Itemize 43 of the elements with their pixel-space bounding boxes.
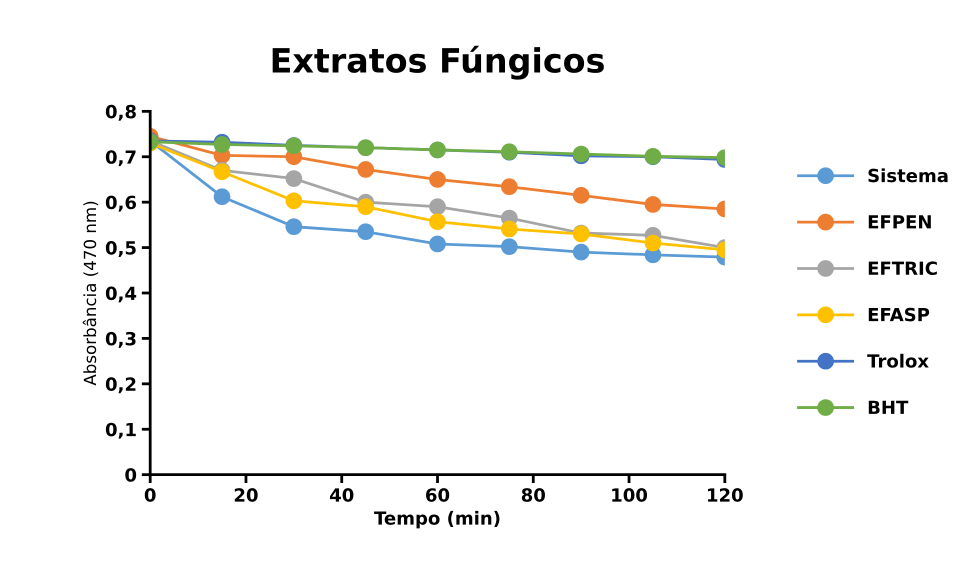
x-tick-label: 40	[330, 488, 354, 502]
y-tick-label: 0,3	[106, 332, 136, 348]
point	[644, 196, 662, 213]
y-tick-label: 0,2	[106, 377, 136, 394]
point	[500, 238, 518, 256]
point	[644, 234, 662, 252]
legend-label: EFTRIC	[868, 261, 937, 276]
point	[500, 178, 518, 196]
point	[429, 213, 446, 230]
point	[357, 223, 374, 240]
y-tick-label: 0,4	[106, 286, 136, 302]
legend-label: BHT	[868, 400, 908, 414]
point	[286, 218, 302, 236]
point	[500, 220, 518, 238]
y-axis-title: Absorbância (470 nm)	[82, 202, 98, 386]
x-axis-title: Tempo (min)	[374, 510, 500, 528]
point	[572, 244, 590, 260]
legend-label: Sistema	[868, 168, 948, 182]
y-tick-label: 0	[125, 468, 136, 482]
x-tick-label: 80	[522, 488, 545, 502]
legend-label: Trolox	[867, 354, 929, 368]
chart-title: Extratos Fúngicos	[272, 46, 604, 80]
point	[357, 161, 374, 178]
point	[429, 198, 446, 216]
x-tick-label: 60	[426, 488, 450, 502]
x-tick-label: 120	[708, 488, 743, 502]
x-tick-label: 20	[234, 488, 258, 502]
x-tick-label: 100	[612, 488, 648, 502]
y-tick-label: 0,1	[106, 422, 136, 439]
point	[429, 236, 446, 252]
point	[286, 170, 302, 187]
y-tick-label: 0,5	[106, 241, 136, 258]
legend-label: EFPEN	[868, 215, 931, 228]
y-tick-label: 0,6	[106, 196, 136, 212]
legend-label: EFASP	[868, 308, 930, 322]
point	[286, 192, 302, 210]
point	[357, 198, 374, 216]
y-tick-label: 0,7	[106, 150, 136, 166]
point	[429, 171, 446, 188]
y-tick-label: 0,8	[106, 104, 136, 121]
x-tick-label: 0	[144, 488, 156, 502]
point	[572, 187, 590, 204]
point	[214, 188, 230, 206]
